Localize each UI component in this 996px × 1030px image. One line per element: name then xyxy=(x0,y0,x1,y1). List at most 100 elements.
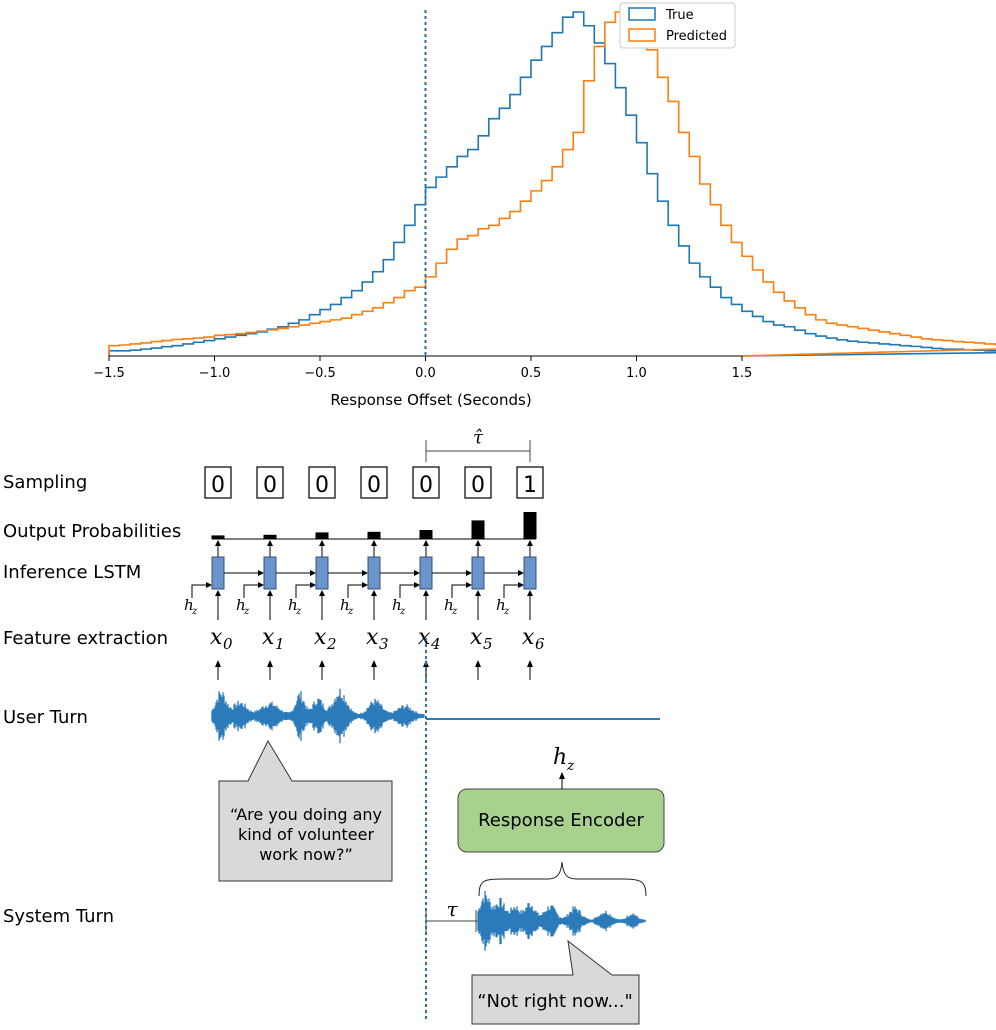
lstm-input-arrowhead xyxy=(371,590,377,596)
sample-value: 0 xyxy=(419,473,433,498)
lstm-cell-box xyxy=(263,556,277,590)
system-turn-waveform xyxy=(476,891,646,951)
hz-label-base: h xyxy=(340,596,350,614)
hz-label-base: h xyxy=(288,596,298,614)
recurrent-arrowhead xyxy=(362,570,368,576)
feature-input-arrowhead xyxy=(371,660,377,667)
feature-label-base: x xyxy=(470,625,483,650)
legend-frame xyxy=(619,2,736,49)
sample-box-frame xyxy=(256,466,284,499)
label-user-turn: User Turn xyxy=(3,707,88,728)
legend-swatch-true xyxy=(628,7,656,21)
sample-box-frame xyxy=(516,466,544,499)
feature-input-arrowhead xyxy=(527,660,533,667)
feature-label-base: x xyxy=(210,625,223,650)
lstm-output-arrowhead xyxy=(319,540,325,546)
sample-box-frame xyxy=(360,466,388,499)
hz-label-base: h xyxy=(184,596,194,614)
probability-bar xyxy=(419,530,433,539)
encoder-output-arrowhead xyxy=(559,772,565,779)
feature-label-sub: 3 xyxy=(379,635,389,653)
series-predicted-step-line xyxy=(108,11,996,357)
recurrent-arrowhead xyxy=(414,570,420,576)
hz-input-arrowhead xyxy=(466,582,472,588)
output-probability-bars xyxy=(211,512,537,539)
sample-box-frame xyxy=(412,466,440,499)
user-quote-line-1: “Are you doing any xyxy=(230,805,382,824)
feature-label-sub: 4 xyxy=(430,635,441,653)
probability-bar xyxy=(211,535,225,539)
system-quote: “Not right now..." xyxy=(477,991,633,1012)
sample-value: 0 xyxy=(263,473,277,498)
user-quote-line-2: kind of volunteer xyxy=(238,825,375,844)
lstm-output-arrowhead xyxy=(423,540,429,546)
lstm-output-arrowhead xyxy=(527,540,533,546)
lstm-cell-box xyxy=(471,556,485,590)
lstm-input-arrowhead xyxy=(527,590,533,596)
hz-label-sub: z xyxy=(191,606,198,617)
sampling-boxes: 0 0 0 0 0 0 1 xyxy=(204,466,544,499)
legend-label-true: True xyxy=(665,8,694,23)
lstm-cell: hz xyxy=(236,540,316,620)
hz-input-arrowhead xyxy=(258,582,264,588)
sample-box-frame xyxy=(464,466,492,499)
hz-label-sub: z xyxy=(243,606,250,617)
sample-box: 1 xyxy=(516,466,544,499)
sample-value: 0 xyxy=(471,473,485,498)
x-tick-label: −1.5 xyxy=(93,366,125,381)
hz-label-base: h xyxy=(236,596,246,614)
lstm-cell: hz xyxy=(340,540,420,620)
sample-box: 0 xyxy=(308,466,336,499)
lstm-cell-box xyxy=(211,556,225,590)
feature-input-arrowhead xyxy=(319,660,325,667)
hz-label-base: h xyxy=(392,596,402,614)
hz-input-connector xyxy=(347,584,363,598)
lstm-cell: hz xyxy=(184,540,264,620)
histogram-chart: −1.5 −1.0 −0.5 0.0 0.5 1.0 1.5 Response Offset… xyxy=(93,2,996,409)
lstm-input-arrowhead xyxy=(215,590,221,596)
label-output-probabilities: Output Probabilities xyxy=(3,521,181,542)
sample-box-frame xyxy=(308,466,336,499)
lstm-cell-box xyxy=(367,556,381,590)
feature-label-sub: 2 xyxy=(326,635,337,653)
lstm-output-arrowhead xyxy=(371,540,377,546)
timing-diagram: τ̂ Sampling Output Probabilities Inferen… xyxy=(3,427,665,1025)
user-quote-line-3: work now?” xyxy=(259,845,353,864)
sample-box: 0 xyxy=(256,466,284,499)
feature-label-base: x xyxy=(366,625,379,650)
legend-label-predicted: Predicted xyxy=(666,29,727,44)
lstm-input-arrowhead xyxy=(319,590,325,596)
sample-value: 0 xyxy=(211,473,225,498)
x-ticks-group: −1.5 −1.0 −0.5 0.0 0.5 1.0 1.5 xyxy=(93,356,752,381)
tau-hat-label: τ̂ xyxy=(473,427,484,448)
response-encoder-label: Response Encoder xyxy=(478,810,644,831)
probability-bar xyxy=(523,512,537,539)
lstm-output-arrowhead xyxy=(215,540,221,546)
x-tick-label: −1.0 xyxy=(199,366,231,381)
sample-value: 1 xyxy=(523,473,537,498)
hz-label-sub: z xyxy=(347,606,354,617)
probability-bar xyxy=(263,534,277,539)
feature-label-base: x xyxy=(262,625,275,650)
hz-label-base: h xyxy=(496,596,506,614)
system-wave-brace xyxy=(478,861,647,897)
lstm-output-arrowhead xyxy=(475,540,481,546)
recurrent-arrowhead xyxy=(258,570,264,576)
hz-input-connector xyxy=(191,584,207,598)
x-tick-label: 1.0 xyxy=(626,366,647,381)
hz-input-arrowhead xyxy=(362,582,368,588)
x-tick-label: 0.0 xyxy=(415,366,436,381)
sample-value: 0 xyxy=(315,473,329,498)
legend-swatch-predicted xyxy=(628,28,656,42)
lstm-cell-box xyxy=(419,556,433,590)
feature-label-sub: 6 xyxy=(535,635,545,653)
lstm-cell: hz xyxy=(444,540,524,620)
tau-hat-bracket xyxy=(425,440,531,462)
